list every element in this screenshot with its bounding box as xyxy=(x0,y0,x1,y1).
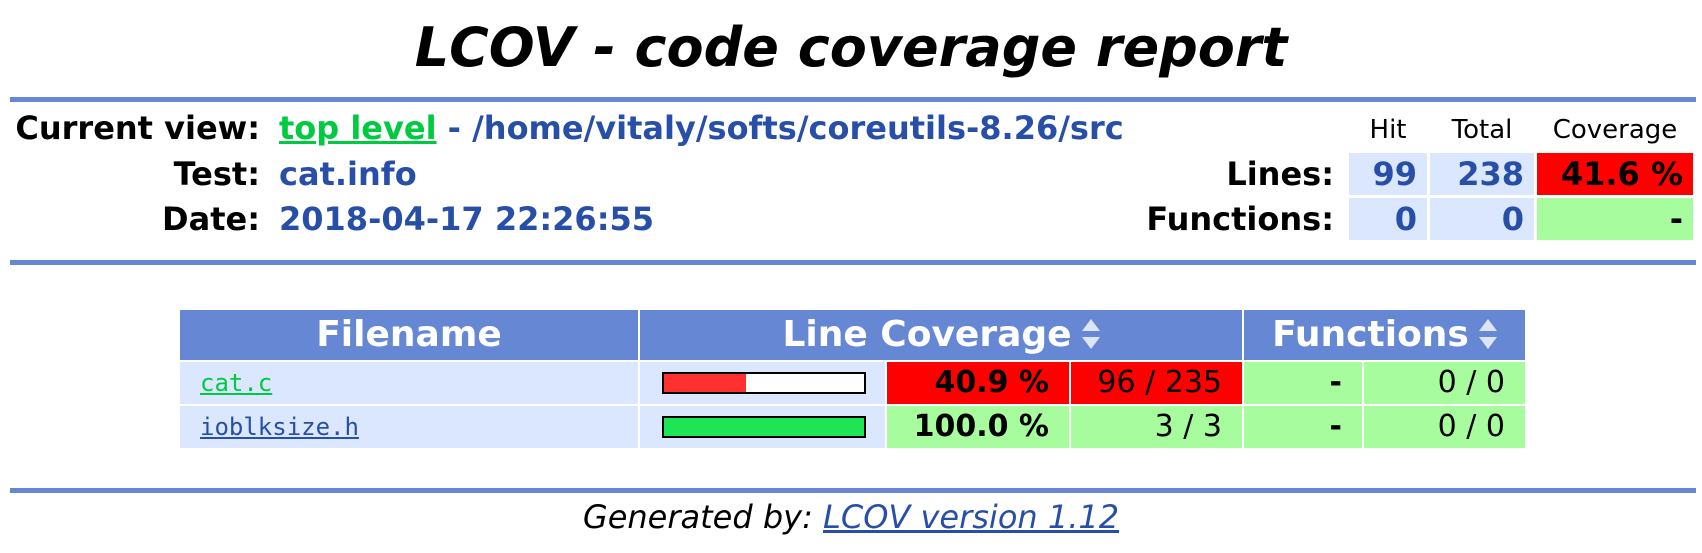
coverage-bar xyxy=(662,372,866,394)
functions-percent: - xyxy=(1244,362,1362,404)
test-value: cat.info xyxy=(279,155,417,193)
functions-column-header[interactable]: Functions xyxy=(1244,310,1525,360)
functions-header-label: Functions xyxy=(1272,314,1469,355)
hit-column-header: Hit xyxy=(1369,115,1407,145)
functions-percent: - xyxy=(1244,406,1362,448)
functions-coverage: - xyxy=(1537,198,1693,240)
page-title: LCOV - code coverage report xyxy=(414,16,1288,79)
file-link[interactable]: cat.c xyxy=(200,369,273,397)
filename-column-header: Filename xyxy=(180,310,638,360)
header-top-rule xyxy=(10,97,1696,102)
line-coverage-ratio: 3 / 3 xyxy=(1071,406,1242,448)
functions-ratio: 0 / 0 xyxy=(1364,406,1525,448)
sort-icon[interactable] xyxy=(1478,319,1497,349)
footer: Generated by: LCOV version 1.12 xyxy=(0,495,1702,539)
file-link[interactable]: ioblksize.h xyxy=(200,413,359,441)
test-label: Test: xyxy=(173,155,260,193)
lines-label: Lines: xyxy=(1226,155,1334,193)
current-view-path: - /home/vitaly/softs/coreutils-8.26/src xyxy=(436,109,1124,147)
functions-hit: 0 xyxy=(1349,198,1427,240)
top-level-link[interactable]: top level xyxy=(279,109,437,147)
date-label: Date: xyxy=(162,200,260,238)
coverage-column-header: Coverage xyxy=(1552,115,1678,145)
current-view-label: Current view: xyxy=(15,109,260,147)
table-row: ioblksize.h xyxy=(180,406,638,448)
lines-hit: 99 xyxy=(1349,153,1427,195)
line-coverage-percent: 100.0 % xyxy=(887,406,1069,448)
functions-ratio: 0 / 0 xyxy=(1364,362,1525,404)
header-bottom-rule xyxy=(10,260,1696,265)
line-coverage-ratio: 96 / 235 xyxy=(1071,362,1242,404)
line-coverage-column-header[interactable]: Line Coverage xyxy=(640,310,1242,360)
sort-icon[interactable] xyxy=(1081,319,1100,349)
lcov-version-link[interactable]: LCOV version 1.12 xyxy=(823,498,1120,536)
line-coverage-percent: 40.9 % xyxy=(887,362,1069,404)
current-view-value: top level - /home/vitaly/softs/coreutils… xyxy=(279,108,1124,148)
lines-coverage: 41.6 % xyxy=(1537,153,1693,195)
footer-rule xyxy=(10,488,1696,493)
coverage-bar xyxy=(662,416,866,438)
table-row: cat.c xyxy=(180,362,638,404)
coverage-bar-fill xyxy=(664,418,864,436)
coverage-bar-fill xyxy=(664,374,746,392)
line-coverage-header-label: Line Coverage xyxy=(782,314,1072,355)
footer-prefix: Generated by: xyxy=(582,498,824,536)
coverage-bar-cell xyxy=(640,406,885,448)
functions-label: Functions: xyxy=(1146,200,1334,238)
lines-total: 238 xyxy=(1430,153,1534,195)
total-column-header: Total xyxy=(1451,115,1513,145)
date-value: 2018-04-17 22:26:55 xyxy=(279,200,655,238)
functions-total: 0 xyxy=(1430,198,1534,240)
filename-header-label: Filename xyxy=(316,314,502,355)
coverage-bar-cell xyxy=(640,362,885,404)
